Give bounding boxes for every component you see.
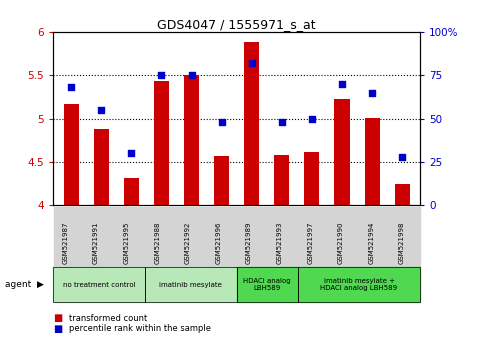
- Bar: [274, 155, 289, 205]
- Point: [398, 154, 406, 160]
- Text: GSM521992: GSM521992: [185, 222, 191, 264]
- Bar: [395, 184, 410, 205]
- Point: [248, 60, 256, 66]
- Text: HDACi analog
LBH589: HDACi analog LBH589: [243, 278, 291, 291]
- Text: transformed count: transformed count: [69, 314, 147, 323]
- Text: GSM521991: GSM521991: [93, 222, 99, 264]
- Bar: [304, 152, 319, 205]
- Text: ■: ■: [53, 313, 62, 323]
- Text: imatinib mesylate: imatinib mesylate: [159, 282, 222, 287]
- Point: [368, 90, 376, 96]
- Point: [128, 150, 135, 156]
- Text: percentile rank within the sample: percentile rank within the sample: [69, 324, 211, 333]
- Point: [188, 73, 196, 78]
- Bar: [184, 75, 199, 205]
- Text: agent  ▶: agent ▶: [5, 280, 43, 289]
- Bar: [365, 118, 380, 205]
- Bar: [124, 178, 139, 205]
- Point: [157, 73, 165, 78]
- Text: no treatment control: no treatment control: [63, 282, 135, 287]
- Text: GSM521994: GSM521994: [369, 222, 374, 264]
- Text: GSM521988: GSM521988: [154, 222, 160, 264]
- Point: [308, 116, 316, 121]
- Bar: [154, 81, 169, 205]
- Text: ■: ■: [53, 324, 62, 334]
- Bar: [214, 156, 229, 205]
- Bar: [244, 42, 259, 205]
- Text: imatinib mesylate +
HDACi analog LBH589: imatinib mesylate + HDACi analog LBH589: [320, 278, 398, 291]
- Point: [338, 81, 346, 87]
- Title: GDS4047 / 1555971_s_at: GDS4047 / 1555971_s_at: [157, 18, 316, 31]
- Bar: [64, 104, 79, 205]
- Text: GSM521989: GSM521989: [246, 222, 252, 264]
- Text: GSM521997: GSM521997: [307, 222, 313, 264]
- Text: GSM521990: GSM521990: [338, 222, 344, 264]
- Point: [218, 119, 226, 125]
- Bar: [94, 129, 109, 205]
- Text: GSM521993: GSM521993: [277, 222, 283, 264]
- Text: GSM521995: GSM521995: [124, 222, 129, 264]
- Point: [278, 119, 285, 125]
- Text: GSM521998: GSM521998: [399, 222, 405, 264]
- Point: [98, 107, 105, 113]
- Text: GSM521996: GSM521996: [215, 222, 221, 264]
- Point: [67, 85, 75, 90]
- Text: GSM521987: GSM521987: [62, 222, 69, 264]
- Bar: [334, 99, 350, 205]
